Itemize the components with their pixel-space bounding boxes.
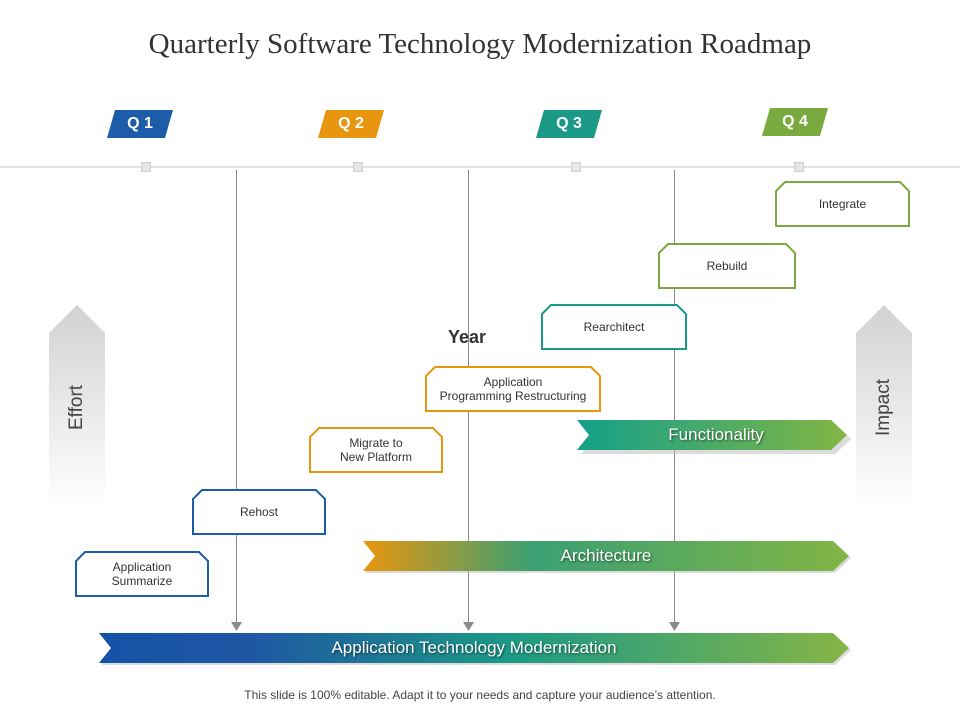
step-migrate-to-new-platform: Migrate to New Platform <box>309 427 443 473</box>
step-box-outline <box>192 489 326 535</box>
footer-note: This slide is 100% editable. Adapt it to… <box>244 688 716 702</box>
step-box-outline <box>75 551 209 597</box>
guide-arrowhead-3 <box>669 622 680 631</box>
effort-arrow <box>49 305 105 510</box>
step-box-outline <box>775 181 910 227</box>
slide-title: Quarterly Software Technology Modernizat… <box>148 28 812 60</box>
quarter-tag-q2: Q 2 <box>318 110 390 140</box>
step-label: Rehost <box>239 505 279 519</box>
quarter-tag-q1: Q 1 <box>107 110 179 140</box>
step-label: Application Summarize <box>111 560 173 588</box>
quarter-tag-q3: Q 3 <box>536 110 608 140</box>
step-label: Rearchitect <box>583 320 645 334</box>
quarter-tag-shape <box>107 110 173 138</box>
functionality-banner: Functionality <box>577 419 851 454</box>
guide-arrowhead-1 <box>231 622 242 631</box>
functionality-arrow <box>577 420 851 454</box>
quarter-label: Q 1 <box>127 115 153 132</box>
impact-arrow <box>856 305 912 510</box>
quarter-label: Q 2 <box>338 115 364 132</box>
step-label: Integrate <box>818 197 867 211</box>
step-label: Rebuild <box>706 259 748 273</box>
step-rearchitect: Rearchitect <box>541 304 687 350</box>
timeline-marker-q4 <box>794 162 804 172</box>
step-box-outline <box>425 366 601 412</box>
step-application-programming-restructuring: Application Programming Restructuring <box>425 366 601 412</box>
guide-line-3 <box>674 170 675 626</box>
guide-arrowhead-2 <box>463 622 474 631</box>
step-application-summarize: Application Summarize <box>75 551 209 597</box>
step-integrate: Integrate <box>775 181 910 227</box>
quarter-tag-shape <box>536 110 602 138</box>
step-box-outline <box>309 427 443 473</box>
timeline-marker-q1 <box>141 162 151 172</box>
guide-line-1 <box>236 170 237 626</box>
quarter-label: Q 4 <box>782 113 808 130</box>
timeline-marker-q3 <box>571 162 581 172</box>
step-rebuild: Rebuild <box>658 243 796 289</box>
quarter-label: Q 3 <box>556 115 582 132</box>
quarter-tag-q4: Q 4 <box>762 108 834 138</box>
modernization-arrow <box>99 633 851 665</box>
architecture-label: Architecture <box>560 546 652 565</box>
step-box-outline <box>658 243 796 289</box>
quarter-tag-shape <box>762 108 828 136</box>
timeline-axis <box>0 166 960 168</box>
effort-label: Effort <box>66 384 87 430</box>
year-label: Year <box>448 327 487 347</box>
architecture-arrow <box>363 541 851 573</box>
architecture-banner: Architecture <box>363 540 853 574</box>
modernization-banner: Application Technology Modernization <box>99 632 853 666</box>
step-box-outline <box>541 304 687 350</box>
step-rehost: Rehost <box>192 489 326 535</box>
functionality-label: Functionality <box>668 425 764 444</box>
quarter-tag-shape <box>318 110 384 138</box>
step-label: Migrate to New Platform <box>339 436 413 464</box>
step-label: Application Programming Restructuring <box>439 375 587 403</box>
impact-label: Impact <box>873 378 894 436</box>
modernization-label: Application Technology Modernization <box>331 638 617 657</box>
timeline-marker-q2 <box>353 162 363 172</box>
